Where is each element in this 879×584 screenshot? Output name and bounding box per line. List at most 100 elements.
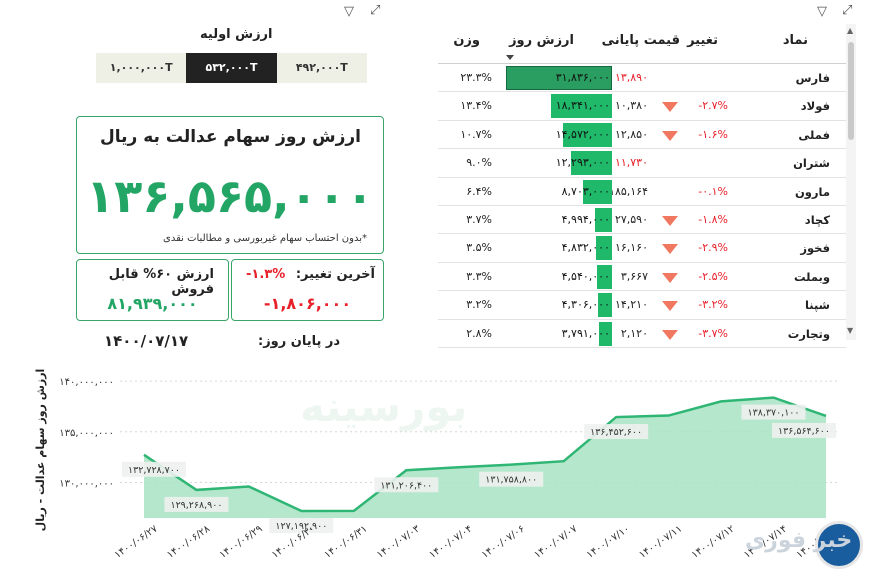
data-label-box	[374, 477, 439, 493]
value-text: ۱۲,۲۹۳,۰۰۰	[555, 156, 610, 170]
table-row[interactable]: فخوز -۲.۹% ۱۶,۱۶۰ ۴,۸۳۲,۰۰۰ ۳.۵%	[438, 234, 846, 263]
value-cell: ۱۲,۲۹۳,۰۰۰	[504, 149, 612, 177]
change-cell: -۱.۶%	[650, 121, 738, 149]
data-label-box	[741, 404, 806, 420]
daily-value: ۱۳۶,۵۶۵,۰۰۰	[86, 169, 374, 223]
weight-cell: ۲.۸%	[466, 326, 492, 340]
close-price-cell: ۱۳,۸۹۰	[614, 71, 648, 84]
weight-cell: ۳.۵%	[466, 241, 492, 255]
table-row[interactable]: وتجارت -۳.۷% ۲,۱۲۰ ۳,۷۹۱,۰۰۰ ۲.۸%	[438, 320, 846, 348]
weight-cell: ۱۰.۷%	[460, 127, 492, 141]
table-scrollbar[interactable]: ▲ ▼	[846, 24, 856, 340]
data-label-box	[479, 471, 544, 487]
table-row[interactable]: مارون -۰.۱% ۱۸۵,۱۶۴ ۸,۷۰۳,۰۰۰ ۶.۴%	[438, 178, 846, 206]
watermark: بورسینه	[300, 382, 468, 431]
value-databar	[563, 122, 612, 147]
table-row[interactable]: فارس ۱۳,۸۹۰ ۳۱,۸۳۶,۰۰۰ ۲۳.۳%	[438, 64, 846, 93]
symbol-cell: فولاد	[800, 99, 830, 114]
logo-text: خبر فوری	[745, 528, 853, 553]
table-row[interactable]: شپنا -۳.۲% ۱۴,۲۱۰ ۴,۳۰۶,۰۰۰ ۳.۲%	[438, 291, 846, 320]
change-cell: -۲.۹%	[650, 234, 738, 262]
value-cell: ۴,۹۹۴,۰۰۰	[504, 206, 612, 234]
table-row[interactable]: شتران ۱۱,۷۳۰ ۱۲,۲۹۳,۰۰۰ ۹.۰%	[438, 149, 846, 178]
sellable-label: ارزش ۶۰% قابل فروش	[108, 267, 214, 297]
close-price-cell: ۳,۶۶۷	[620, 269, 648, 283]
slicer-option[interactable]: ۴۹۲,۰۰۰T	[276, 53, 367, 83]
initial-value-slicer: ۱,۰۰۰,۰۰۰T ۵۳۲,۰۰۰T ۴۹۲,۰۰۰T	[96, 53, 367, 83]
close-price-cell: ۱۰,۳۸۰	[614, 99, 648, 113]
value-databar	[583, 179, 612, 204]
change-value: -۲.۵%	[698, 269, 728, 283]
symbol-cell: مارون	[794, 184, 830, 199]
focus-mode-icon[interactable]: ⤢	[370, 3, 381, 18]
scroll-down-icon[interactable]: ▼	[847, 326, 854, 335]
column-header-value[interactable]: ارزش روز	[509, 33, 574, 48]
change-cell: -۲.۵%	[650, 263, 738, 291]
down-triangle-icon	[662, 102, 678, 113]
change-cell: -۳.۷%	[650, 320, 738, 348]
data-label: ۱۲۷,۱۹۲,۹۰۰	[275, 521, 327, 532]
data-label-box	[164, 496, 229, 512]
table-row[interactable]: فولاد -۲.۷% ۱۰,۳۸۰ ۱۸,۳۴۱,۰۰۰ ۱۳.۴%	[438, 92, 846, 121]
column-header-close[interactable]: قیمت پایانی	[601, 33, 680, 48]
value-cell: ۳۱,۸۳۶,۰۰۰	[504, 64, 612, 92]
x-tick-label: ۱۴۰۰/۰۶/۲۹	[218, 523, 265, 561]
data-label-box	[584, 424, 649, 440]
data-label-box	[772, 422, 836, 438]
x-tick-label: ۱۴۰۰/۰۷/۰۴	[427, 523, 474, 561]
close-price-cell: ۱۸۵,۱۶۴	[609, 184, 648, 198]
value-databar	[599, 321, 612, 346]
sort-descending-icon[interactable]	[506, 55, 514, 60]
change-value: -۱.۶%	[698, 127, 728, 141]
slicer-option[interactable]: ۱,۰۰۰,۰۰۰T	[96, 53, 187, 83]
value-cell: ۳,۷۹۱,۰۰۰	[504, 320, 612, 348]
data-label: ۱۲۹,۲۶۸,۹۰۰	[170, 500, 222, 511]
filter-icon[interactable]: ▽	[817, 4, 827, 19]
y-tick-label: ۱۴۰,۰۰۰,۰۰۰	[59, 377, 114, 388]
focus-mode-icon[interactable]: ⤢	[842, 3, 853, 18]
down-triangle-icon	[662, 244, 678, 255]
down-triangle-icon	[662, 215, 678, 226]
card-footnote: *بدون احتساب سهام غیربورسی و مطالبات نقد…	[163, 233, 367, 244]
close-price-cell: ۱۴,۲۱۰	[614, 298, 648, 312]
symbol-cell: فارس	[795, 71, 830, 85]
symbol-cell: شپنا	[804, 298, 830, 313]
end-of-day-date: ۱۴۰۰/۰۷/۱۷	[104, 332, 189, 350]
down-triangle-icon	[662, 301, 678, 312]
scroll-up-icon[interactable]: ▲	[847, 26, 854, 35]
scroll-thumb[interactable]	[848, 42, 854, 140]
value-cell: ۱۸,۳۴۱,۰۰۰	[504, 92, 612, 120]
data-label: ۱۳۲,۷۲۸,۷۰۰	[128, 465, 180, 476]
close-price-cell: ۱۶,۱۶۰	[614, 241, 648, 255]
weight-cell: ۳.۷%	[466, 212, 492, 226]
weight-cell: ۹.۰%	[466, 156, 492, 170]
change-value: -۲.۹%	[698, 241, 728, 255]
close-price-cell: ۲۷,۵۹۰	[614, 212, 648, 226]
change-value: -۳.۷%	[698, 326, 728, 340]
down-triangle-icon	[662, 272, 678, 283]
value-text: ۱۴,۵۷۲,۰۰۰	[555, 127, 610, 141]
end-of-day-label: در پایان روز:	[258, 334, 341, 349]
filter-icon[interactable]: ▽	[344, 4, 354, 19]
column-header-weight[interactable]: وزن	[453, 33, 480, 48]
weight-cell: ۱۳.۴%	[460, 99, 492, 113]
y-axis-label: ارزش روز سهام عدالت - ریال	[34, 369, 47, 532]
y-tick-label: ۱۳۰,۰۰۰,۰۰۰	[59, 479, 114, 490]
table-row[interactable]: کچاد -۱.۸% ۲۷,۵۹۰ ۴,۹۹۴,۰۰۰ ۳.۷%	[438, 206, 846, 235]
value-text: ۱۸,۳۴۱,۰۰۰	[555, 99, 610, 113]
column-header-symbol[interactable]: نماد	[782, 33, 808, 48]
last-change-percent: -۱.۳%	[246, 267, 286, 282]
slicer-option-selected[interactable]: ۵۳۲,۰۰۰T	[186, 53, 277, 83]
change-cell: -۰.۱%	[650, 178, 738, 206]
x-tick-label: ۱۴۰۰/۰۶/۲۷	[113, 523, 161, 561]
data-label-box	[269, 517, 334, 533]
column-header-change[interactable]: تغییر	[687, 33, 718, 48]
table-row[interactable]: وبملت -۲.۵% ۳,۶۶۷ ۴,۵۴۰,۰۰۰ ۳.۳%	[438, 263, 846, 292]
table-row[interactable]: فملی -۱.۶% ۱۲,۸۵۰ ۱۴,۵۷۲,۰۰۰ ۱۰.۷%	[438, 121, 846, 150]
value-cell: ۱۴,۵۷۲,۰۰۰	[504, 121, 612, 149]
symbol-cell: فملی	[798, 127, 830, 142]
value-databar	[571, 151, 612, 176]
change-cell: -۲.۷%	[650, 92, 738, 120]
change-value: -۰.۱%	[698, 184, 728, 198]
x-tick-label: ۱۴۰۰/۰۷/۱۲	[690, 523, 737, 561]
